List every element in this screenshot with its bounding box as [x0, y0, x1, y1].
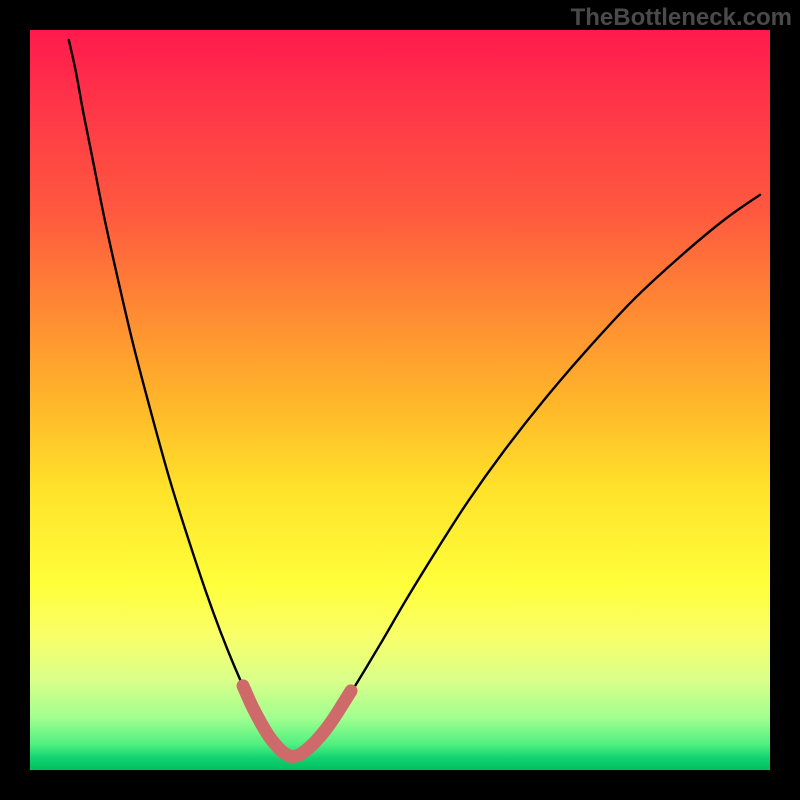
bottleneck-curve-chart [0, 0, 800, 800]
gradient-background [30, 30, 770, 770]
watermark-text: TheBottleneck.com [571, 4, 792, 32]
chart-frame: TheBottleneck.com [0, 0, 800, 800]
